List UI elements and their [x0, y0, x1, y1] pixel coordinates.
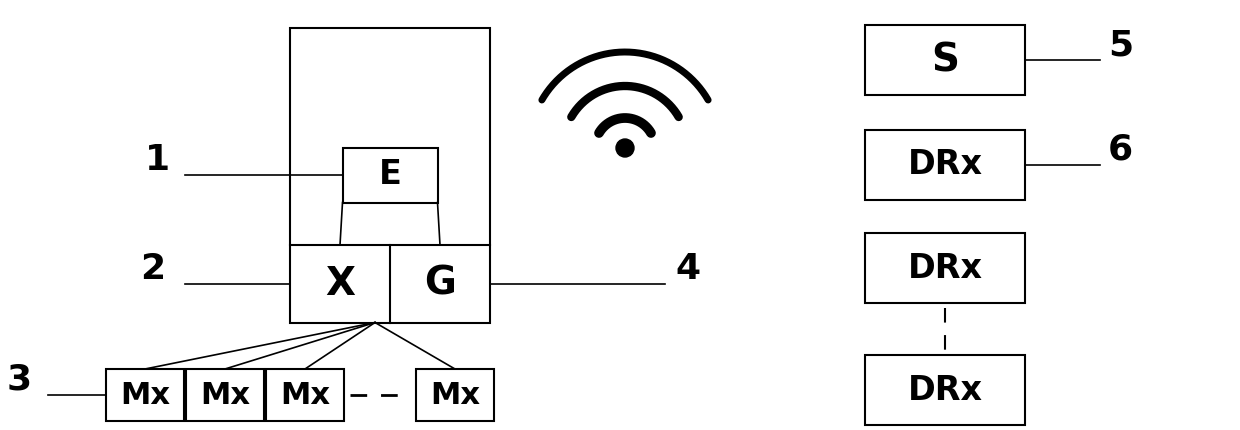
Text: DRx: DRx [908, 252, 982, 285]
Text: DRx: DRx [908, 374, 982, 406]
Bar [342, 147, 438, 203]
Text: 5: 5 [1109, 28, 1133, 62]
Bar [290, 28, 490, 322]
Text: Mx: Mx [280, 381, 330, 409]
Bar [415, 369, 494, 421]
Text: Mx: Mx [430, 381, 480, 409]
Bar [866, 355, 1025, 425]
Text: X: X [325, 265, 355, 303]
Text: 4: 4 [675, 252, 701, 286]
Bar [866, 130, 1025, 200]
Text: S: S [931, 41, 959, 79]
Text: G: G [424, 265, 456, 303]
Text: 2: 2 [140, 252, 165, 286]
Text: 6: 6 [1109, 133, 1133, 167]
Bar [105, 369, 184, 421]
Bar [866, 25, 1025, 95]
Text: 1: 1 [145, 143, 170, 177]
Text: Mx: Mx [120, 381, 170, 409]
Text: 3: 3 [7, 363, 32, 397]
Text: Mx: Mx [200, 381, 250, 409]
Bar [267, 369, 343, 421]
Circle shape [616, 139, 634, 157]
Text: E: E [378, 159, 402, 191]
Bar [866, 233, 1025, 303]
Bar [186, 369, 264, 421]
Text: DRx: DRx [908, 148, 982, 181]
